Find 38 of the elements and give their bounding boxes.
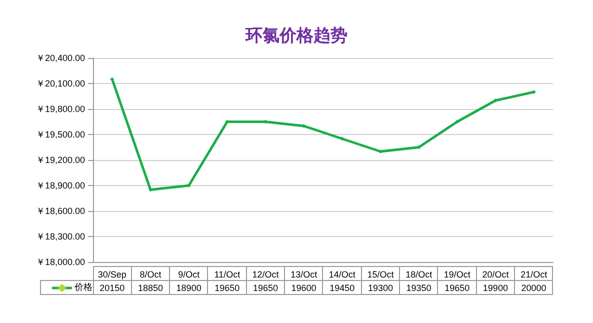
- y-tick-label: ￥18,900.00: [36, 180, 85, 190]
- data-label: 20000: [514, 280, 553, 294]
- x-tick-label: 30/Sep: [98, 270, 126, 280]
- data-label: 19350: [400, 280, 438, 294]
- data-label: 19650: [438, 280, 476, 294]
- data-label: 19900: [476, 280, 515, 294]
- y-tick-label: ￥18,000.00: [36, 257, 85, 267]
- data-label: 19450: [322, 280, 362, 294]
- y-tick-label: ￥18,300.00: [36, 232, 85, 242]
- x-tick-label: 19/Oct: [444, 270, 471, 280]
- y-tick-label: ￥19,800.00: [36, 104, 85, 114]
- x-tick-label: 15/Oct: [367, 270, 394, 280]
- chart-title: 环氯价格趋势: [244, 26, 348, 45]
- y-tick-label: ￥18,600.00: [36, 206, 85, 216]
- y-tick-label: ￥19,500.00: [36, 130, 85, 140]
- data-label: 19300: [361, 280, 400, 294]
- point: [148, 188, 152, 192]
- x-tick-label: 21/Oct: [520, 270, 548, 280]
- data-label: 18850: [131, 280, 170, 294]
- x-tick-label: 8/Oct: [140, 270, 162, 280]
- x-tick-label: 18/Oct: [406, 270, 433, 280]
- x-tick-label: 12/Oct: [252, 270, 280, 280]
- data-label: 19650: [246, 280, 285, 294]
- x-tick-label: 9/Oct: [178, 270, 200, 280]
- data-label: 19600: [284, 280, 323, 294]
- y-tick-label: ￥20,100.00: [36, 78, 85, 88]
- point: [455, 120, 460, 124]
- line-series: [110, 77, 536, 192]
- y-tick-label: ￥19,200.00: [36, 155, 85, 165]
- x-tick-label: 14/Oct: [328, 270, 356, 280]
- y-tick-label: ￥20,400.00: [36, 53, 85, 63]
- x-tick-label: 20/Oct: [482, 270, 510, 280]
- x-tick-label: 13/Oct: [290, 270, 318, 280]
- legend-label: 价格: [40, 280, 93, 294]
- data-label: 18900: [170, 280, 208, 294]
- data-label: 20150: [93, 280, 132, 294]
- x-tick-label: 11/Oct: [214, 270, 241, 280]
- data-label: 19650: [208, 280, 246, 294]
